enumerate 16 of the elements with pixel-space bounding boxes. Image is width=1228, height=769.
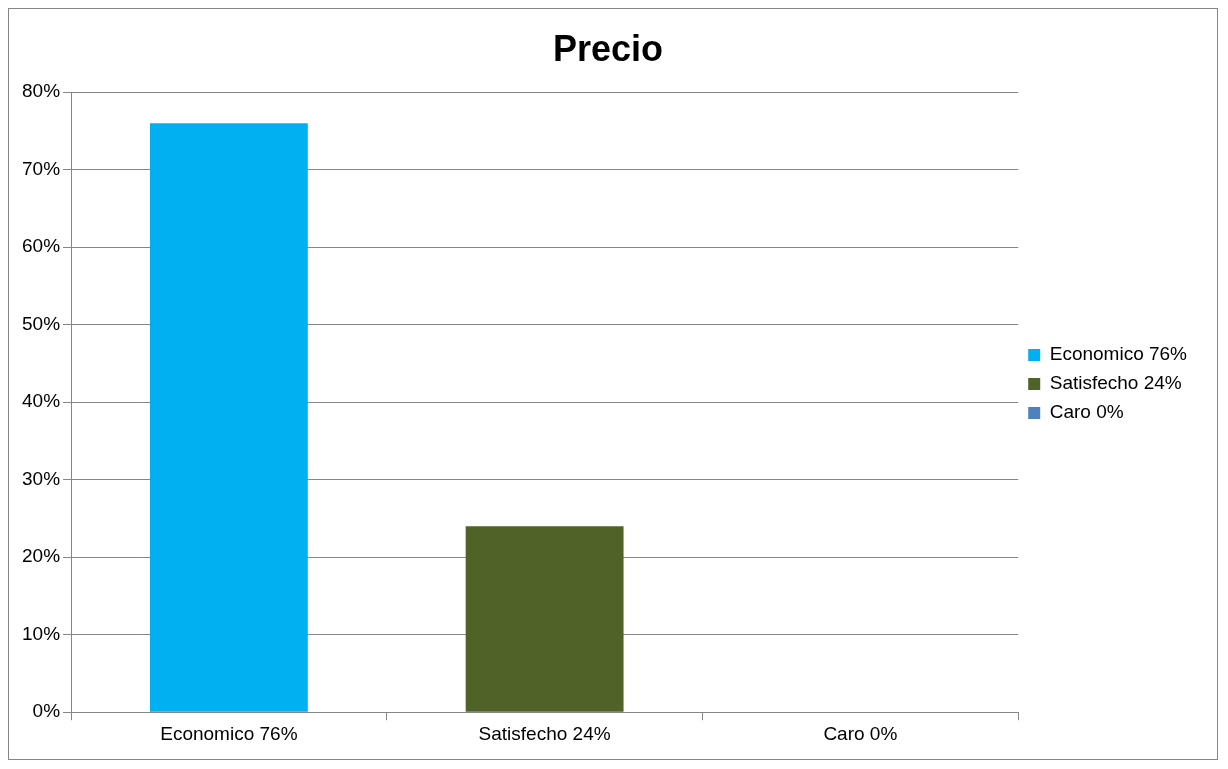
- y-tick-label: 70%: [22, 157, 61, 179]
- x-tick-label: Economico 76%: [160, 722, 298, 744]
- x-tick-label: Satisfecho 24%: [478, 722, 611, 744]
- x-tick-label: Caro 0%: [823, 722, 898, 744]
- legend-label: Satisfecho 24%: [1049, 372, 1182, 394]
- y-tick-label: 0%: [32, 700, 61, 722]
- y-tick-label: 50%: [22, 312, 61, 334]
- chart-title: Precio: [552, 27, 664, 69]
- y-tick-label: 40%: [22, 390, 61, 412]
- y-tick-label: 20%: [22, 545, 61, 567]
- y-tick-label: 10%: [22, 622, 61, 644]
- y-tick-label: 60%: [22, 235, 61, 257]
- y-tick-label: 80%: [22, 80, 61, 102]
- y-tick-label: 30%: [22, 467, 61, 489]
- legend-label: Caro 0%: [1049, 401, 1124, 423]
- legend-label: Economico 76%: [1049, 343, 1188, 365]
